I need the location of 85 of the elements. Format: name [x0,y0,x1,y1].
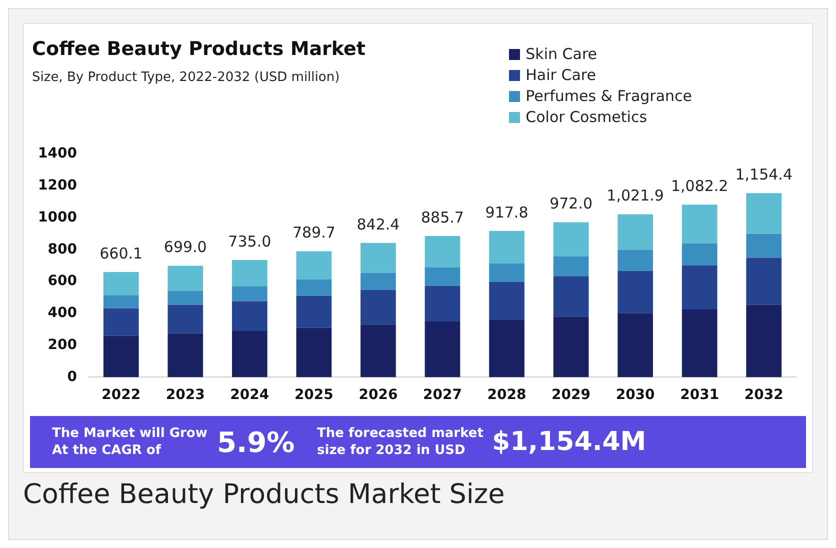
total-label: 842.4 [356,215,400,234]
bar [168,290,204,305]
bar [618,270,653,314]
bar [360,242,396,273]
x-tick-label: 2024 [230,387,270,404]
bar [232,330,268,378]
bar [360,290,396,325]
x-tick-label: 2032 [744,387,784,404]
bar [489,320,524,378]
total-label: 735.0 [228,232,272,250]
bar [424,236,460,268]
y-tick-label: 200 [48,336,78,353]
text: $1,154.4M [492,427,646,457]
total-label: 1,021.9 [606,186,664,205]
bar [232,286,268,302]
chart-subtitle: Size, By Product Type, 2022-2032 (USD million) [32,70,340,85]
text: Coffee Beauty Products Market Size [23,479,505,510]
bar [553,276,589,317]
total-label: 917.8 [485,203,528,222]
bar [682,243,718,266]
y-tick-label: 600 [48,273,78,290]
bar [489,230,524,264]
bar [424,268,460,286]
bar [553,316,589,378]
bar [682,204,718,244]
y-tick-label: 0 [67,368,78,385]
bar [103,272,139,296]
bar [553,222,589,257]
bar [746,193,782,234]
text: 5.9% [217,426,296,458]
total-label: 789.7 [292,224,336,242]
x-tick-label: 2026 [358,387,398,404]
bar [424,322,460,378]
legend-label: Skin Care [526,44,598,65]
text: The Market will Grow At the CAGR of [52,425,208,459]
y-tick-label: 1200 [38,178,78,194]
bar [553,256,589,276]
x-tick-label: 2023 [166,387,205,404]
x-tick-label: 2027 [423,387,462,404]
bar [746,304,782,378]
bar [168,266,204,291]
bar [682,309,718,378]
bar [618,214,653,250]
total-label: 699.0 [164,238,207,256]
y-tick-label: 800 [48,241,78,258]
chart-title: Coffee Beauty Products Market [32,38,366,60]
bar [424,286,460,322]
x-tick-label: 2030 [616,387,656,404]
bar [103,295,139,308]
bar [168,333,204,378]
x-tick-label: 2029 [552,387,591,404]
x-tick-label: 2025 [294,387,334,404]
bar [103,336,139,378]
legend-label: Perfumes & Fragrance [526,86,692,107]
bar [746,234,782,258]
y-tick-label: 1000 [38,209,78,226]
bar [168,304,204,334]
x-tick-label: 2031 [680,387,720,404]
x-tick-label: 2022 [102,387,141,404]
legend-label: Hair Care [526,65,596,86]
total-label: 660.1 [100,244,143,262]
bar [296,251,332,280]
total-label: 972.0 [550,194,593,213]
total-label: 1,082.2 [670,177,728,196]
bar [489,263,524,282]
bar [746,258,782,305]
legend-label: Color Cosmetics [526,107,648,128]
bar [296,296,332,328]
total-label: 1,154.4 [735,166,792,184]
text: The forecasted market size for 2032 in USD [317,425,484,459]
bar [296,328,332,378]
bar [618,250,653,271]
bar [232,260,268,286]
bar [103,308,139,336]
bar [360,324,396,378]
bar [489,282,524,320]
total-label: 885.7 [421,208,464,226]
bar [618,313,653,378]
x-tick-label: 2028 [487,387,526,404]
bar [682,265,718,310]
y-tick-label: 1400 [38,146,78,162]
bar [360,272,396,290]
y-tick-label: 400 [48,305,78,322]
bar [232,301,268,331]
bar [296,279,332,296]
